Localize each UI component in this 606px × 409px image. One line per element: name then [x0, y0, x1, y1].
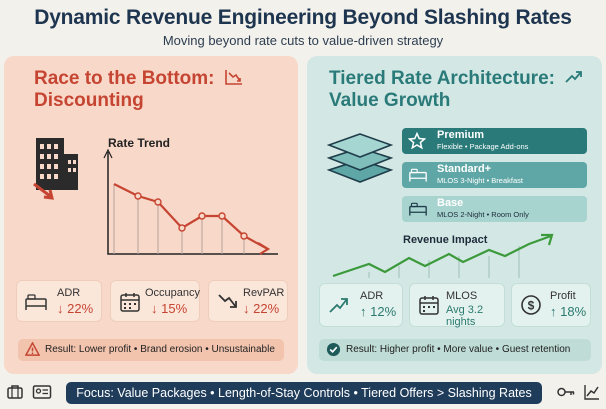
metric-adr-growth-label: ADR [360, 290, 384, 302]
calendar-icon [120, 293, 140, 312]
key-icon [557, 387, 575, 397]
tier-base: Base MLOS 2-Night • Room Only [402, 196, 587, 222]
down-trend-icon [218, 294, 237, 308]
page-subtitle: Moving beyond rate cuts to value-driven … [162, 33, 444, 48]
hotel-building-icon [33, 138, 78, 200]
metric-revpar-value: ↓ 22% [243, 301, 280, 316]
svg-text:$: $ [528, 299, 535, 313]
metric-profit-label: Profit [550, 290, 576, 302]
rate-trend-chart [103, 148, 278, 255]
growth-arrow-icon [565, 71, 583, 83]
chart-down-icon [224, 70, 242, 85]
discounting-title: Race to the Bottom: Discounting [34, 68, 244, 112]
bed-icon [409, 168, 427, 182]
metric-adr-card: ADR ↓ 22% [16, 280, 102, 322]
tier-base-desc: MLOS 2-Night • Room Only [437, 210, 529, 219]
metric-mlos-value: Avg 3.2 nights [446, 304, 484, 328]
revenue-impact-chart [332, 233, 554, 278]
star-icon [408, 132, 426, 150]
layers-icon [326, 133, 394, 183]
check-circle-icon [326, 342, 341, 357]
page-title: Dynamic Revenue Engineering Beyond Slash… [34, 6, 572, 29]
briefcase-icon [7, 385, 23, 399]
tiered-title-line2: Value Growth [329, 90, 451, 111]
tiered-result-text: Result: Higher profit • More value • Gue… [346, 344, 571, 355]
tier-premium-desc: Flexible • Package Add-ons [437, 142, 529, 151]
calendar-icon [419, 296, 439, 315]
discounting-title-line2: Discounting [34, 90, 144, 111]
focus-banner: Focus: Value Packages • Length-of-Stay C… [66, 382, 542, 404]
metric-occupancy-value: ↓ 15% [151, 301, 188, 316]
discounting-result-text: Result: Lower profit • Brand erosion • U… [45, 344, 275, 355]
metric-revpar-label: RevPAR [243, 287, 285, 299]
warning-icon [25, 342, 40, 356]
dollar-icon: $ [521, 295, 541, 315]
metric-adr-label: ADR [57, 287, 81, 299]
tiered-result-bar: Result: Higher profit • More value • Gue… [319, 339, 591, 361]
discounting-result-bar: Result: Lower profit • Brand erosion • U… [18, 339, 284, 361]
discounting-panel: Race to the Bottom: Discounting Rate Tre… [4, 56, 298, 374]
tier-standard-plus-name: Standard+ [437, 163, 492, 175]
tier-standard-plus-desc: MLOS 3-Night • Breakfast [437, 176, 523, 185]
metric-profit-card: $ Profit ↑ 18% [511, 283, 591, 327]
metric-occupancy-label: Occupancy [145, 287, 201, 299]
tiered-panel: Tiered Rate Architecture: Value Growth P… [307, 56, 602, 374]
bed-icon [25, 294, 47, 310]
metric-adr-growth-value: ↑ 12% [360, 304, 397, 319]
metric-revpar-card: RevPAR ↓ 22% [208, 280, 288, 322]
tiered-title: Tiered Rate Architecture: Value Growth [329, 68, 584, 112]
metric-mlos-card: MLOS Avg 3.2 nights [409, 283, 505, 328]
tier-base-name: Base [437, 197, 464, 209]
revenue-impact-title: Revenue Impact [403, 234, 488, 246]
metric-adr-value: ↓ 22% [57, 301, 94, 316]
tier-premium-name: Premium [437, 129, 485, 141]
metric-occupancy-card: Occupancy ↓ 15% [110, 280, 200, 322]
tier-standard-plus: Standard+ MLOS 3-Night • Breakfast [402, 162, 587, 188]
up-trend-icon [329, 298, 348, 313]
rate-trend-title: Rate Trend [108, 136, 171, 150]
tiered-title-line1: Tiered Rate Architecture: [329, 68, 555, 89]
discounting-title-line1: Race to the Bottom: [34, 68, 215, 89]
metric-adr-growth-card: ADR ↑ 12% [319, 283, 403, 327]
id-card-icon [32, 385, 52, 399]
tier-premium: Premium Flexible • Package Add-ons [402, 128, 587, 154]
growth-chart-icon [584, 385, 599, 400]
bed-icon [409, 202, 427, 216]
metric-mlos-label: MLOS [446, 290, 478, 302]
metric-profit-value: ↑ 18% [550, 304, 587, 319]
